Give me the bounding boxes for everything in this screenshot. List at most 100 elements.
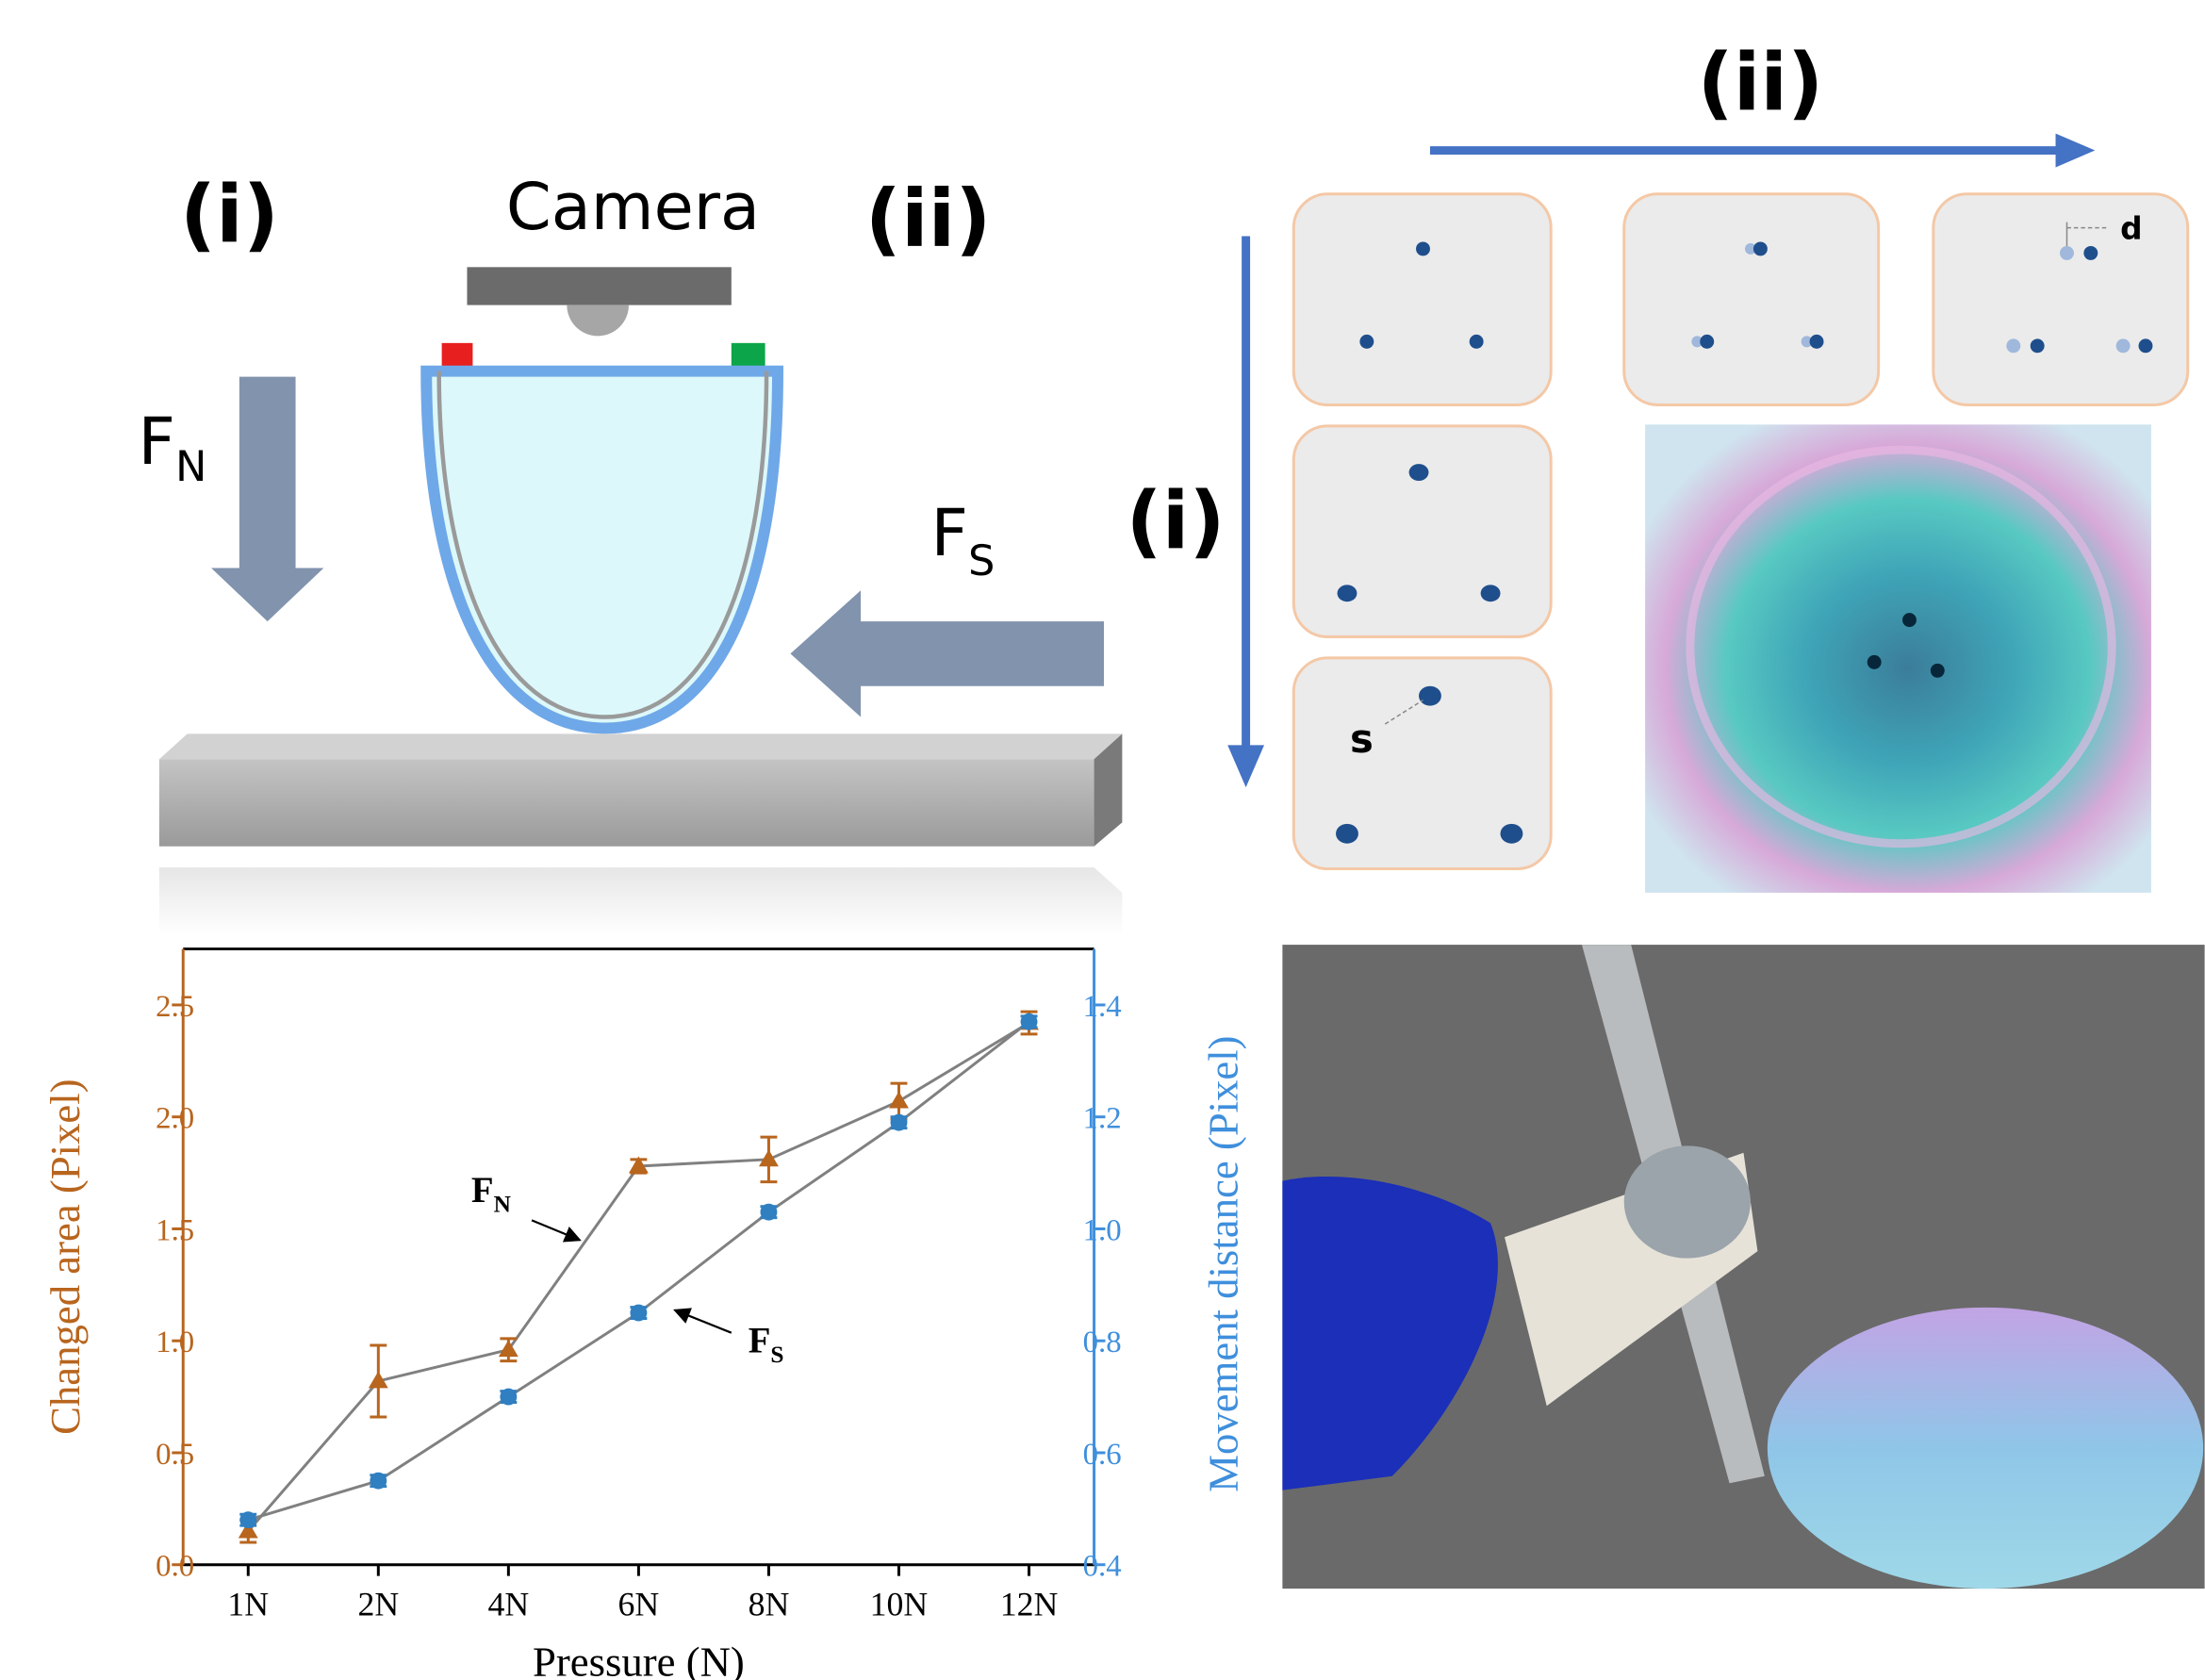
- label: d: [2120, 211, 2142, 247]
- marker: [732, 343, 765, 367]
- x-tick-label: 8N: [749, 1585, 790, 1622]
- dot: [1868, 655, 1882, 669]
- panel: [1293, 194, 1551, 405]
- annotation-subscript: S: [770, 1342, 783, 1368]
- annotation-arrow: [532, 1220, 580, 1240]
- platform: [159, 733, 1122, 759]
- panel: [1624, 194, 1879, 405]
- tick-label: 1.4: [1083, 990, 1122, 1024]
- marker: [1021, 1013, 1038, 1030]
- tick-label: 1.5: [156, 1213, 194, 1247]
- dot: [1501, 824, 1523, 844]
- dot: [1419, 686, 1441, 706]
- dot: [1931, 664, 1945, 678]
- force-label: F: [139, 404, 175, 480]
- y2-axis-title: Movement distance (Pixel): [1200, 1035, 1247, 1491]
- annotation-arrow: [675, 1310, 732, 1333]
- dot: [1481, 585, 1501, 601]
- x-tick-label: 4N: [487, 1585, 529, 1622]
- dot: [1470, 335, 1484, 349]
- dot: [2083, 246, 2098, 260]
- panel: [1293, 426, 1551, 637]
- label: (i): [1127, 475, 1226, 568]
- x-tick-label: 2N: [357, 1585, 399, 1622]
- x-tick-label: 6N: [618, 1585, 660, 1622]
- tick-label: 1.0: [156, 1326, 194, 1359]
- chart: 0.0 0.5 1.0 1.5 2.0 2.5 0.4 0.6 0.8 1.0 1.2 1.4 1N 2N…: [41, 949, 1247, 1680]
- marker: [759, 1149, 779, 1166]
- tick-label: 0.6: [1083, 1438, 1122, 1472]
- x-axis-title: Pressure (N): [533, 1639, 745, 1680]
- camera: [467, 267, 731, 305]
- force-subscript: N: [175, 441, 206, 491]
- x-tick-label: 10N: [870, 1585, 929, 1622]
- dot: [1810, 335, 1824, 349]
- series-line: [248, 1022, 1028, 1520]
- dot: [1700, 335, 1714, 349]
- arrow: [211, 377, 323, 621]
- device-tip: [1624, 1145, 1751, 1258]
- panel: [1933, 194, 2188, 405]
- marker: [370, 1473, 387, 1490]
- dot: [1753, 241, 1768, 255]
- label: Camera: [506, 170, 760, 245]
- dot: [2031, 338, 2045, 353]
- label: (i): [180, 168, 279, 260]
- tick-label: 2.5: [156, 990, 194, 1024]
- photo: [1645, 424, 2151, 893]
- dot: [1902, 613, 1917, 627]
- force-subscript: S: [968, 535, 995, 585]
- series-line: [248, 1023, 1028, 1531]
- force-label: FS: [931, 496, 996, 585]
- figure: (i) Camera (ii) FN FS (ii) (i) d s 0.00.…: [0, 0, 2205, 1680]
- label: (ii): [1698, 36, 1824, 128]
- force-label: FN: [139, 404, 207, 491]
- label: s: [1350, 716, 1374, 762]
- annotation-text: F: [749, 1321, 771, 1361]
- x-tick-label: 1N: [227, 1585, 269, 1622]
- arrow: [1227, 745, 1264, 787]
- tick-label: 0.8: [1083, 1326, 1122, 1359]
- marker: [889, 1092, 909, 1109]
- dot: [2139, 338, 2153, 353]
- arrow: [2056, 134, 2096, 168]
- annotation-text: F: [471, 1170, 494, 1211]
- photo-device: [1282, 945, 2204, 1589]
- wafer: [1768, 1308, 2203, 1589]
- y-axis-title: Changed area (Pixel): [41, 1079, 89, 1434]
- dot-ghost: [2060, 246, 2074, 260]
- marker: [239, 1511, 256, 1528]
- label: (ii): [865, 173, 992, 265]
- schematic: (i) Camera (ii) FN FS: [139, 168, 1123, 934]
- annotation: FS: [749, 1321, 784, 1368]
- force-label: F: [931, 496, 968, 571]
- marker: [500, 1389, 517, 1406]
- marker: [442, 343, 473, 367]
- dot: [1409, 464, 1429, 481]
- lens: [567, 305, 629, 337]
- dot: [1359, 335, 1374, 349]
- reflection: [159, 867, 1122, 935]
- marker: [891, 1114, 908, 1131]
- tick-label: 0.5: [156, 1438, 194, 1472]
- marker: [630, 1305, 647, 1322]
- dot-ghost: [2006, 338, 2020, 353]
- arrow: [790, 590, 1104, 716]
- annotation: FN: [471, 1170, 511, 1217]
- marker: [760, 1204, 777, 1221]
- platform: [159, 759, 1094, 846]
- tick-label: 1.2: [1083, 1102, 1122, 1136]
- dot-ghost: [2116, 338, 2131, 353]
- page: {"diagram":{"label_i":"(i)","camera":"Ca…: [0, 0, 2205, 1680]
- tick-label: 0.0: [156, 1550, 194, 1584]
- tick-label: 2.0: [156, 1102, 194, 1136]
- dot: [1336, 824, 1358, 844]
- tick-label: 0.4: [1083, 1550, 1122, 1584]
- tick-label: 1.0: [1083, 1213, 1122, 1247]
- dot: [1338, 585, 1358, 601]
- x-tick-label: 12N: [1000, 1585, 1059, 1622]
- photo-sensor-view: [1645, 424, 2151, 893]
- annotation-subscript: N: [494, 1191, 511, 1217]
- dot: [1416, 241, 1430, 255]
- sensor: [426, 371, 778, 729]
